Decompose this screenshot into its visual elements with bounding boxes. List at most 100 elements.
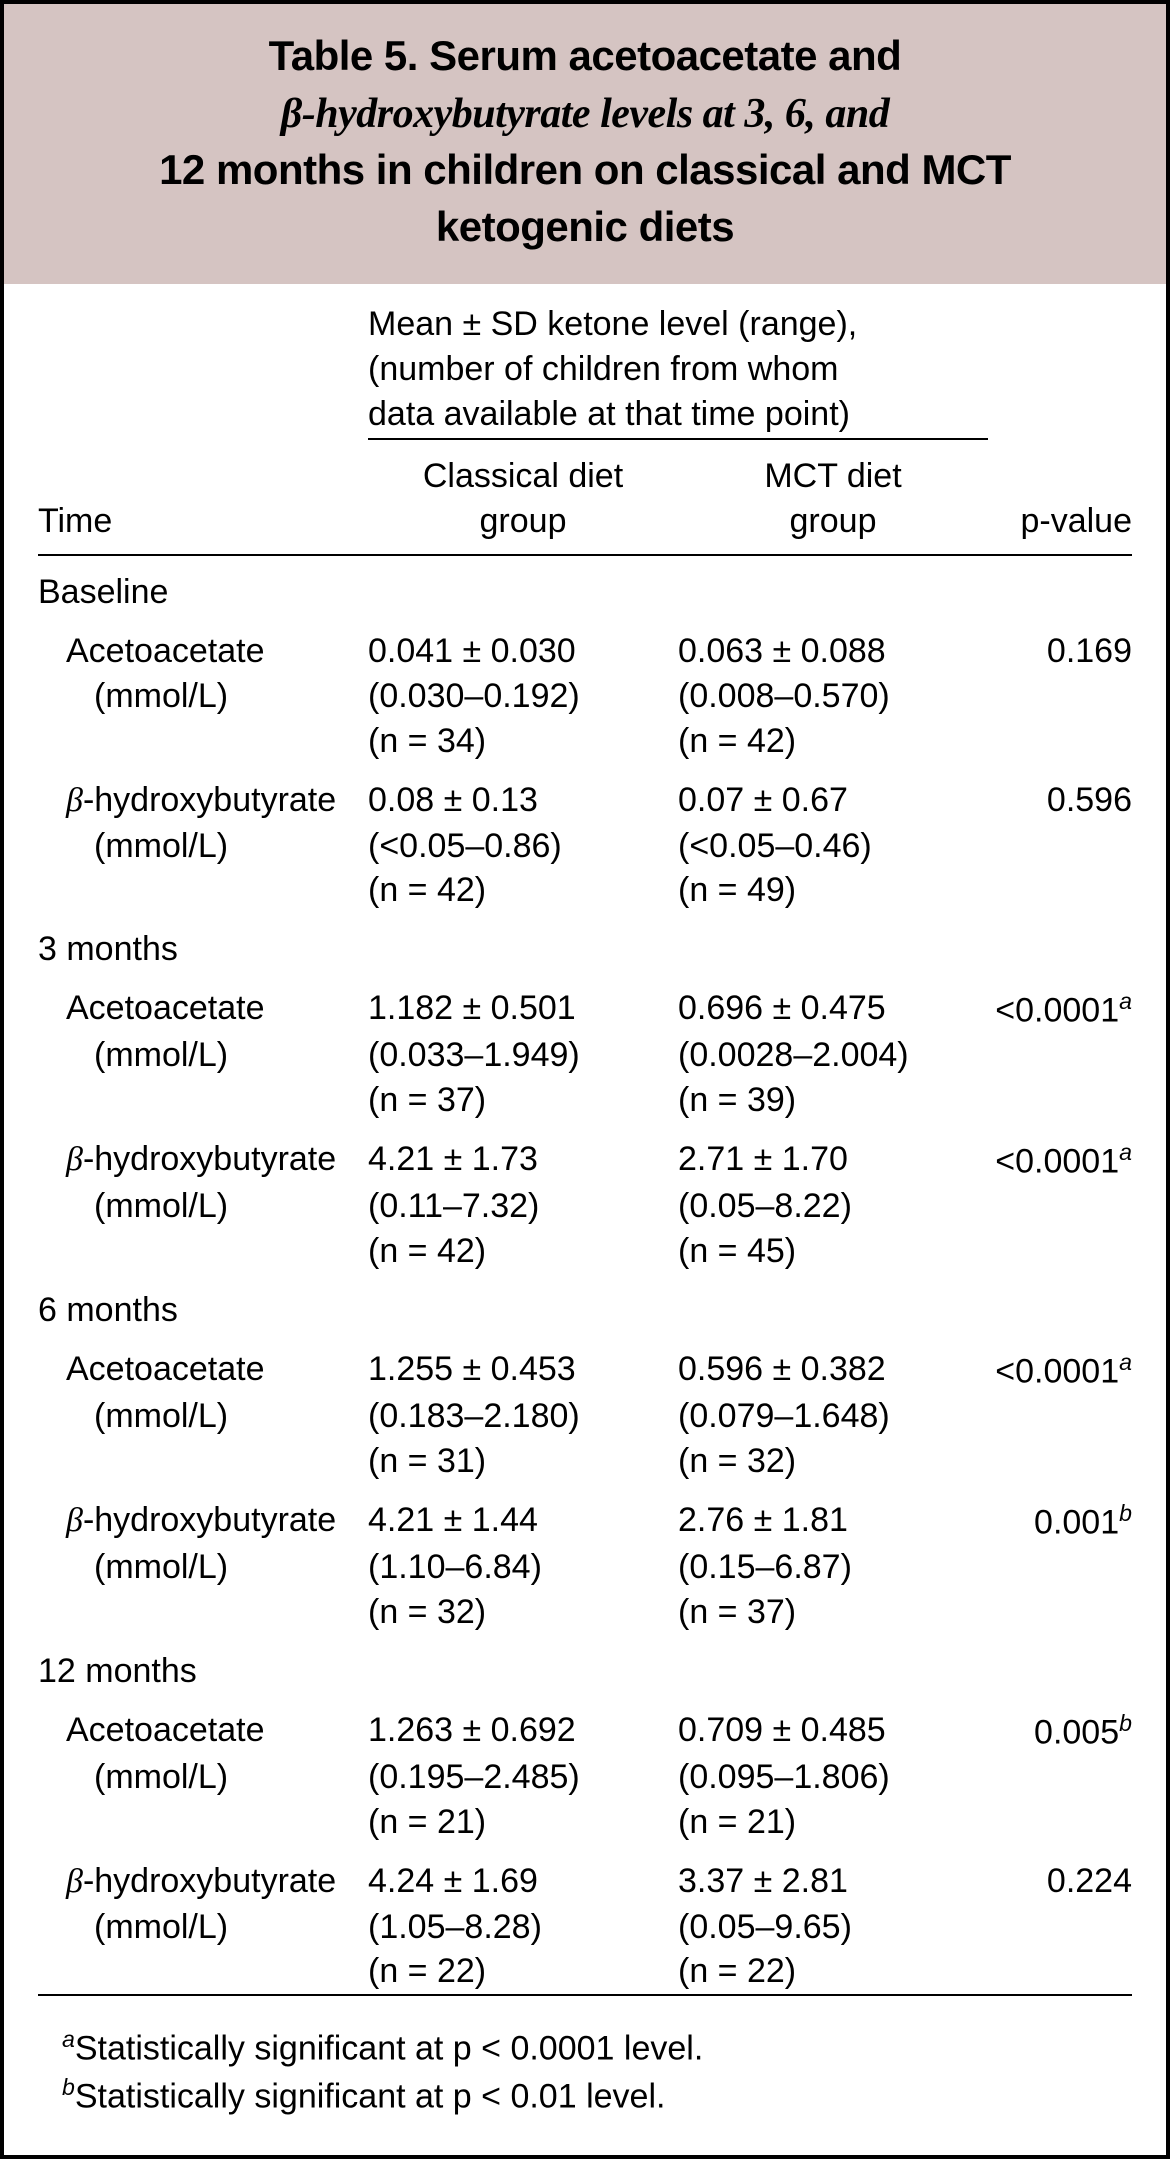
classical-n: (n = 42)	[368, 868, 678, 913]
classical-range: (0.183–2.180)	[368, 1394, 678, 1439]
p-value: 0.001b	[988, 1484, 1132, 1545]
mct-mean-sd: 0.709 ± 0.485	[678, 1694, 988, 1755]
table-row: (mmol/L)(<0.05–0.86)(<0.05–0.46)	[38, 824, 1132, 869]
mct-range: (<0.05–0.46)	[678, 824, 988, 869]
measure-unit: (mmol/L)	[38, 1394, 368, 1439]
col-header-mct: MCT diet group	[678, 446, 988, 555]
table-row: (mmol/L)(0.195–2.485)(0.095–1.806)	[38, 1755, 1132, 1800]
classical-n: (n = 34)	[368, 719, 678, 764]
measure-label: Acetoacetate	[38, 972, 368, 1033]
classical-range: (0.030–0.192)	[368, 674, 678, 719]
classical-mean-sd: 4.24 ± 1.69	[368, 1845, 678, 1905]
col-header-pvalue: p-value	[988, 446, 1132, 555]
measure-unit: (mmol/L)	[38, 674, 368, 719]
classical-n: (n = 31)	[368, 1439, 678, 1484]
mct-mean-sd: 0.07 ± 0.67	[678, 764, 988, 824]
classical-n: (n = 32)	[368, 1590, 678, 1635]
classical-range: (0.11–7.32)	[368, 1184, 678, 1229]
classical-range: (1.05–8.28)	[368, 1905, 678, 1950]
table-row: β-hydroxybutyrate4.21 ± 1.442.76 ± 1.810…	[38, 1484, 1132, 1545]
measure-label: β-hydroxybutyrate	[38, 1484, 368, 1545]
table-row: (n = 42)(n = 45)	[38, 1229, 1132, 1274]
title-line-1: Table 5. Serum acetoacetate and	[269, 32, 902, 79]
table-row: (mmol/L)(0.11–7.32)(0.05–8.22)	[38, 1184, 1132, 1229]
measure-label: Acetoacetate	[38, 1694, 368, 1755]
mct-range: (0.05–9.65)	[678, 1905, 988, 1950]
super-header: Mean ± SD ketone level (range), (number …	[368, 302, 988, 447]
mct-range: (0.15–6.87)	[678, 1545, 988, 1590]
classical-mean-sd: 0.08 ± 0.13	[368, 764, 678, 824]
measure-unit: (mmol/L)	[38, 1033, 368, 1078]
table-row: (n = 34)(n = 42)	[38, 719, 1132, 764]
classical-range: (0.195–2.485)	[368, 1755, 678, 1800]
measure-unit: (mmol/L)	[38, 1905, 368, 1950]
mct-range: (0.0028–2.004)	[678, 1033, 988, 1078]
table-row: β-hydroxybutyrate4.21 ± 1.732.71 ± 1.70<…	[38, 1123, 1132, 1184]
mct-mean-sd: 2.76 ± 1.81	[678, 1484, 988, 1545]
table-row: (n = 22)(n = 22)	[38, 1949, 1132, 1995]
classical-mean-sd: 4.21 ± 1.44	[368, 1484, 678, 1545]
classical-mean-sd: 1.182 ± 0.501	[368, 972, 678, 1033]
mct-n: (n = 37)	[678, 1590, 988, 1635]
title-line-2: β-hydroxybutyrate levels at 3, 6, and	[281, 91, 889, 137]
p-value: <0.0001a	[988, 1123, 1132, 1184]
mct-n: (n = 32)	[678, 1439, 988, 1484]
p-value: 0.596	[988, 764, 1132, 824]
classical-mean-sd: 1.255 ± 0.453	[368, 1333, 678, 1394]
mct-range: (0.008–0.570)	[678, 674, 988, 719]
table-row: (mmol/L)(0.183–2.180)(0.079–1.648)	[38, 1394, 1132, 1439]
table-container: Table 5. Serum acetoacetate and β-hydrox…	[0, 0, 1170, 2159]
table-row: (n = 31)(n = 32)	[38, 1439, 1132, 1484]
section-label: 12 months	[38, 1635, 1132, 1694]
mct-mean-sd: 2.71 ± 1.70	[678, 1123, 988, 1184]
table-row: Acetoacetate0.041 ± 0.0300.063 ± 0.0880.…	[38, 615, 1132, 674]
table-row: β-hydroxybutyrate4.24 ± 1.693.37 ± 2.810…	[38, 1845, 1132, 1905]
col-header-time: Time	[38, 446, 368, 555]
mct-mean-sd: 3.37 ± 2.81	[678, 1845, 988, 1905]
measure-label: Acetoacetate	[38, 1333, 368, 1394]
mct-range: (0.05–8.22)	[678, 1184, 988, 1229]
classical-n: (n = 21)	[368, 1800, 678, 1845]
measure-label: Acetoacetate	[38, 615, 368, 674]
footnote-b: bStatistically significant at p < 0.01 l…	[62, 2072, 1132, 2120]
mct-range: (0.095–1.806)	[678, 1755, 988, 1800]
measure-label: β-hydroxybutyrate	[38, 764, 368, 824]
table-row: β-hydroxybutyrate0.08 ± 0.130.07 ± 0.670…	[38, 764, 1132, 824]
p-value: <0.0001a	[988, 972, 1132, 1033]
classical-mean-sd: 1.263 ± 0.692	[368, 1694, 678, 1755]
mct-range: (0.079–1.648)	[678, 1394, 988, 1439]
super-header-rule	[368, 438, 988, 440]
mct-mean-sd: 0.596 ± 0.382	[678, 1333, 988, 1394]
footnote-a: aStatistically significant at p < 0.0001…	[62, 2024, 1132, 2072]
data-table: Mean ± SD ketone level (range), (number …	[38, 302, 1132, 1997]
table-body: Mean ± SD ketone level (range), (number …	[4, 284, 1166, 2007]
table-row: (n = 32)(n = 37)	[38, 1590, 1132, 1635]
table-title: Table 5. Serum acetoacetate and β-hydrox…	[4, 4, 1166, 284]
table-row: Acetoacetate1.182 ± 0.5010.696 ± 0.475<0…	[38, 972, 1132, 1033]
table-row: (n = 21)(n = 21)	[38, 1800, 1132, 1845]
mct-n: (n = 45)	[678, 1229, 988, 1274]
table-row: (mmol/L)(1.05–8.28)(0.05–9.65)	[38, 1905, 1132, 1950]
title-line-3: 12 months in children on classical and M…	[159, 146, 1011, 193]
super-header-l1: Mean ± SD ketone level (range),	[368, 305, 857, 343]
classical-range: (0.033–1.949)	[368, 1033, 678, 1078]
mct-n: (n = 39)	[678, 1078, 988, 1123]
classical-range: (<0.05–0.86)	[368, 824, 678, 869]
mct-n: (n = 21)	[678, 1800, 988, 1845]
p-value: 0.224	[988, 1845, 1132, 1905]
classical-n: (n = 37)	[368, 1078, 678, 1123]
table-row: (n = 37)(n = 39)	[38, 1078, 1132, 1123]
table-row: Acetoacetate1.263 ± 0.6920.709 ± 0.4850.…	[38, 1694, 1132, 1755]
mct-mean-sd: 0.696 ± 0.475	[678, 972, 988, 1033]
table-row: (mmol/L)(0.033–1.949)(0.0028–2.004)	[38, 1033, 1132, 1078]
classical-range: (1.10–6.84)	[368, 1545, 678, 1590]
p-value: <0.0001a	[988, 1333, 1132, 1394]
col-header-classical: Classical diet group	[368, 446, 678, 555]
measure-label: β-hydroxybutyrate	[38, 1845, 368, 1905]
measure-unit: (mmol/L)	[38, 1755, 368, 1800]
table-row: Acetoacetate1.255 ± 0.4530.596 ± 0.382<0…	[38, 1333, 1132, 1394]
measure-label: β-hydroxybutyrate	[38, 1123, 368, 1184]
table-row: (n = 42)(n = 49)	[38, 868, 1132, 913]
section-label: 3 months	[38, 913, 1132, 972]
table-row: (mmol/L)(0.030–0.192)(0.008–0.570)	[38, 674, 1132, 719]
